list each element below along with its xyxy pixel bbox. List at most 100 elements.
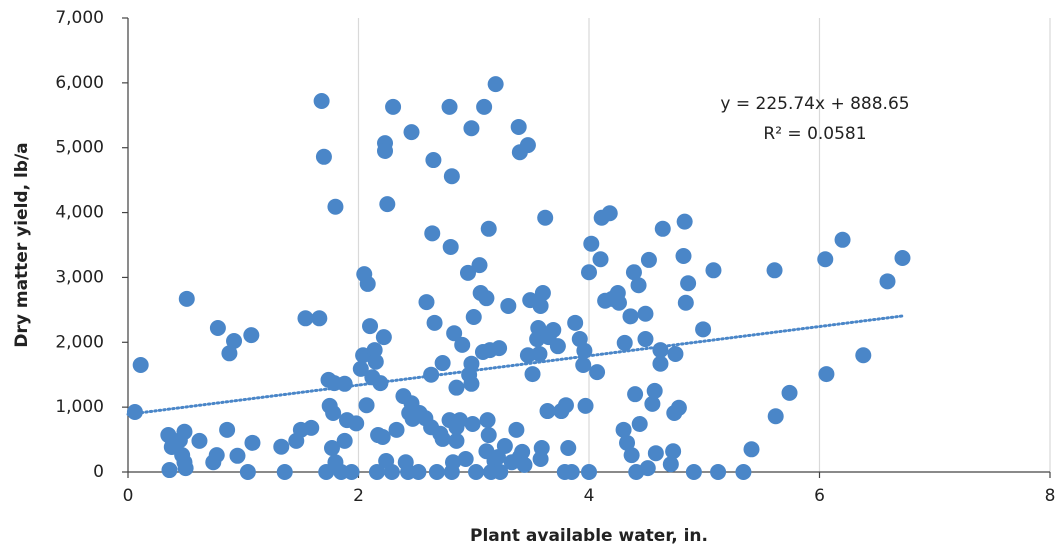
point [685, 464, 702, 480]
point [327, 198, 344, 215]
x-tick-label: 0 [123, 486, 134, 506]
point [646, 382, 663, 399]
point [434, 355, 451, 372]
trendline-group [126, 314, 904, 416]
point [615, 421, 632, 438]
point [480, 220, 497, 237]
point [491, 340, 508, 357]
point [680, 275, 697, 292]
point [464, 416, 481, 433]
point [644, 395, 661, 412]
point [377, 142, 394, 159]
point [781, 384, 798, 401]
point [303, 419, 320, 436]
point [403, 124, 420, 141]
point [855, 347, 872, 364]
point [496, 438, 513, 455]
point [766, 262, 783, 279]
point [524, 366, 541, 383]
point [637, 331, 654, 348]
point [519, 137, 536, 154]
y-tick-label: 1,000 [55, 397, 104, 417]
point [385, 98, 402, 115]
point [315, 148, 332, 165]
point [631, 416, 648, 433]
point [229, 447, 246, 464]
point [577, 397, 594, 414]
point [359, 275, 376, 292]
point [383, 464, 400, 480]
point [676, 213, 693, 230]
trendline [126, 314, 904, 416]
point [191, 432, 208, 449]
y-tick-label: 6,000 [55, 73, 104, 93]
point [311, 310, 328, 327]
point [273, 438, 290, 455]
point [623, 447, 640, 464]
point [818, 366, 835, 383]
point [531, 345, 548, 362]
point [545, 321, 562, 338]
point [637, 305, 654, 322]
point [670, 399, 687, 416]
point [530, 320, 547, 337]
point [446, 325, 463, 342]
point [581, 264, 597, 281]
point [276, 464, 293, 480]
point [601, 205, 618, 222]
point [463, 375, 480, 392]
x-tick-label: 4 [584, 486, 595, 506]
point [667, 345, 684, 362]
point [343, 464, 360, 480]
point [537, 209, 554, 226]
point [583, 235, 600, 252]
point [627, 386, 644, 403]
y-tick-label: 7,000 [55, 8, 104, 28]
point [445, 454, 462, 471]
point [619, 434, 636, 451]
point [665, 443, 682, 460]
x-tick-label: 2 [353, 486, 364, 506]
trend-r-squared: R² = 0.0581 [763, 124, 866, 144]
point [441, 98, 458, 115]
point [221, 345, 238, 362]
point [367, 353, 384, 370]
point [468, 464, 485, 480]
point [161, 462, 178, 479]
point [479, 412, 496, 429]
point [695, 321, 712, 338]
y-tick-label: 3,000 [55, 267, 104, 287]
point [532, 297, 549, 314]
point [379, 196, 396, 213]
point [459, 264, 476, 281]
point [239, 464, 256, 480]
point [581, 464, 597, 480]
point [510, 118, 527, 135]
point [478, 290, 495, 307]
point [352, 360, 369, 377]
point [476, 98, 493, 115]
trend-equation: y = 225.74x + 888.65 [720, 94, 909, 114]
point [662, 456, 679, 473]
point [348, 415, 365, 432]
point [567, 314, 584, 331]
point [463, 355, 480, 372]
point [178, 290, 195, 307]
point [465, 308, 482, 325]
point [675, 248, 692, 265]
point [743, 441, 760, 458]
point [652, 355, 669, 372]
point [557, 397, 574, 414]
point [487, 76, 504, 93]
labels: y = 225.74x + 888.65 R² = 0.0581 Plant a… [12, 8, 1055, 546]
point [434, 430, 451, 447]
point [480, 427, 497, 444]
point [388, 421, 405, 438]
point [368, 464, 385, 480]
point [448, 432, 465, 449]
point [463, 120, 480, 137]
point [539, 403, 556, 420]
point [549, 338, 566, 355]
point [471, 257, 488, 274]
point [625, 264, 642, 281]
